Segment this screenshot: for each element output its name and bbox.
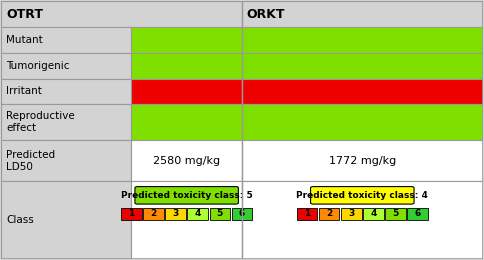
Bar [363,209,384,219]
Bar [242,181,483,259]
Bar [242,104,483,140]
Bar [408,209,428,219]
Bar [1,27,131,53]
Bar [242,53,483,79]
Bar [1,104,131,140]
Bar [143,209,164,219]
Bar [1,79,131,104]
Text: 6: 6 [239,210,245,218]
Bar [1,140,131,181]
Bar [131,27,242,53]
Bar [341,209,362,219]
Text: 2580 mg/kg: 2580 mg/kg [153,156,220,166]
Text: ORKT: ORKT [247,8,285,21]
Bar [319,209,339,219]
Text: 2: 2 [151,210,157,218]
Bar [187,209,208,219]
Bar [165,209,186,219]
Text: Predicted
LD50: Predicted LD50 [6,150,55,172]
Text: OTRT: OTRT [6,8,43,21]
Bar [131,140,242,181]
Bar [297,209,318,219]
Bar [242,27,483,53]
Text: Predicted toxicity class: 4: Predicted toxicity class: 4 [296,191,428,200]
Text: 4: 4 [195,210,201,218]
Bar [242,79,483,104]
Bar [1,181,131,259]
Bar [121,209,142,219]
Text: 4: 4 [370,210,377,218]
Text: Predicted toxicity class: 5: Predicted toxicity class: 5 [121,191,253,200]
Bar [131,181,242,259]
Text: Class: Class [6,215,34,225]
Text: 1772 mg/kg: 1772 mg/kg [329,156,396,166]
Text: 3: 3 [172,210,179,218]
Text: 3: 3 [348,210,354,218]
Bar [1,1,242,27]
Bar [242,140,483,181]
Text: 5: 5 [393,210,399,218]
Text: Mutant: Mutant [6,35,43,45]
Bar [131,53,242,79]
Text: Reproductive
effect: Reproductive effect [6,112,75,133]
Bar [131,104,242,140]
FancyBboxPatch shape [311,187,414,204]
Text: 1: 1 [128,210,135,218]
Text: 5: 5 [217,210,223,218]
FancyBboxPatch shape [135,187,239,204]
Bar [232,209,252,219]
Text: 6: 6 [414,210,421,218]
Text: 2: 2 [326,210,332,218]
Text: Irritant: Irritant [6,86,42,96]
Bar [242,1,483,27]
Bar [210,209,230,219]
Bar [385,209,406,219]
Text: 1: 1 [304,210,310,218]
Bar [1,53,131,79]
Bar [131,79,242,104]
Text: Tumorigenic: Tumorigenic [6,61,70,71]
